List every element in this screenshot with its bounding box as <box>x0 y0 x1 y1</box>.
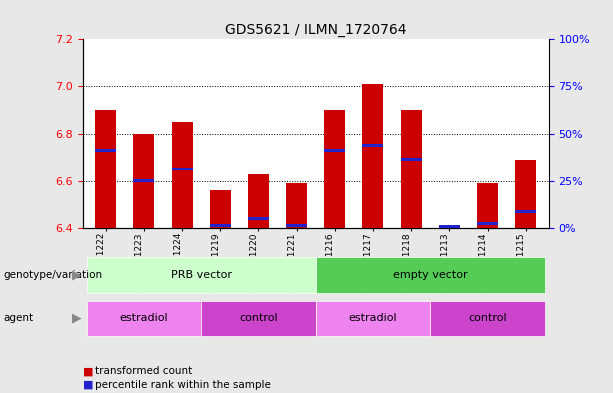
Bar <box>324 110 345 228</box>
Bar <box>201 301 316 336</box>
Bar <box>134 179 154 182</box>
Bar <box>210 190 230 228</box>
Text: control: control <box>239 313 278 323</box>
Bar <box>134 134 154 228</box>
Bar <box>316 301 430 336</box>
Title: GDS5621 / ILMN_1720764: GDS5621 / ILMN_1720764 <box>225 23 406 37</box>
Bar <box>86 301 201 336</box>
Bar <box>248 174 269 228</box>
Bar <box>362 84 384 228</box>
Bar <box>439 226 460 228</box>
Text: ■: ■ <box>83 366 93 376</box>
Text: ■: ■ <box>83 380 93 390</box>
Bar <box>95 149 116 152</box>
Text: agent: agent <box>3 313 33 323</box>
Bar <box>286 224 307 227</box>
Bar <box>172 122 192 228</box>
Bar <box>95 110 116 228</box>
Bar <box>401 110 422 228</box>
Bar <box>362 144 384 147</box>
Text: control: control <box>468 313 507 323</box>
Bar <box>515 210 536 213</box>
Bar <box>210 224 230 227</box>
Text: percentile rank within the sample: percentile rank within the sample <box>95 380 271 390</box>
Bar <box>86 257 316 293</box>
Bar <box>430 301 545 336</box>
Bar <box>248 217 269 220</box>
Bar <box>401 158 422 161</box>
Text: transformed count: transformed count <box>95 366 192 376</box>
Bar <box>316 257 545 293</box>
Bar <box>324 149 345 152</box>
Text: genotype/variation: genotype/variation <box>3 270 102 280</box>
Bar <box>477 183 498 228</box>
Text: estradiol: estradiol <box>120 313 168 323</box>
Bar <box>477 222 498 225</box>
Text: empty vector: empty vector <box>393 270 468 280</box>
Bar <box>439 225 460 228</box>
Text: PRB vector: PRB vector <box>170 270 232 280</box>
Text: estradiol: estradiol <box>349 313 397 323</box>
Bar <box>172 167 192 171</box>
Bar <box>515 160 536 228</box>
Bar <box>286 183 307 228</box>
Text: ▶: ▶ <box>72 268 82 282</box>
Text: ▶: ▶ <box>72 312 82 325</box>
